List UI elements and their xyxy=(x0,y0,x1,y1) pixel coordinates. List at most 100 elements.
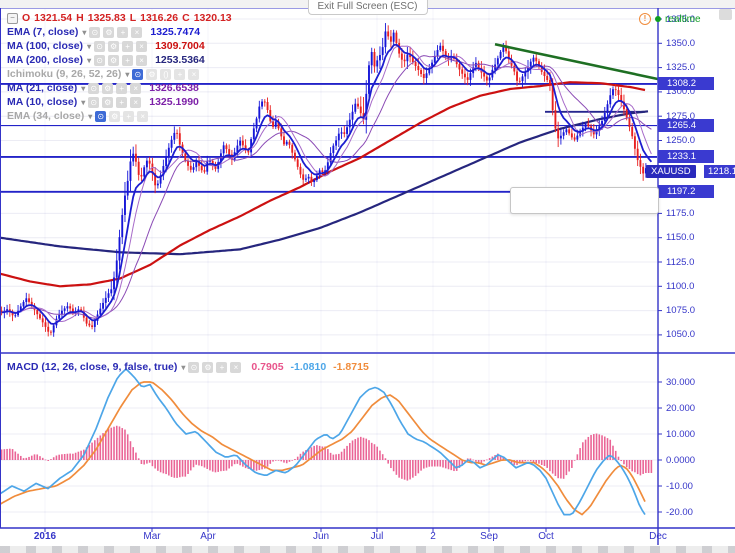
level-price-label: 1197.2 xyxy=(658,185,714,199)
macd-tick-label: 10.000 xyxy=(666,428,696,440)
eye-icon[interactable]: ⊙ xyxy=(132,68,144,80)
indicator-value: 1325.1990 xyxy=(149,96,199,108)
eye-icon[interactable]: ⊙ xyxy=(88,82,100,94)
chevron-down-icon[interactable]: ▾ xyxy=(81,97,86,107)
chevron-down-icon[interactable]: ▾ xyxy=(81,83,86,93)
ohlc-close-value: 1320.13 xyxy=(193,12,232,24)
price-tick-label: 1275.0 xyxy=(666,110,696,122)
close-icon[interactable]: × xyxy=(136,40,148,52)
source-code-icon[interactable]: () xyxy=(160,68,172,80)
exit-fullscreen-button[interactable]: Exit Full Screen (ESC) xyxy=(307,0,428,15)
indicator-label[interactable]: MA (100, close) xyxy=(7,40,84,52)
price-tick-label: 1150.0 xyxy=(666,232,695,244)
gear-icon[interactable]: ⚙ xyxy=(102,96,114,108)
indicator-row: Ichimoku (9, 26, 52, 26) ▾ ⊙ ⚙() + × xyxy=(7,68,200,80)
gear-icon[interactable]: ⚙ xyxy=(202,361,214,373)
price-tick-label: 1250.0 xyxy=(666,135,696,146)
eye-icon[interactable]: ⊙ xyxy=(89,26,101,38)
indicator-value: 1325.7474 xyxy=(150,26,201,38)
indicator-row: MA (100, close) ▾ ⊙ ⚙ + × 1309.7004 xyxy=(7,40,205,52)
add-icon[interactable]: + xyxy=(122,54,134,66)
eye-icon[interactable]: ⊙ xyxy=(95,110,107,122)
chevron-down-icon[interactable]: ▾ xyxy=(87,55,92,65)
close-icon[interactable]: × xyxy=(137,110,149,122)
close-icon[interactable]: × xyxy=(131,26,143,38)
macd-values: 0.7905 -1.0810 -1.8715 xyxy=(244,361,368,373)
bottom-cropped-strip xyxy=(0,546,735,553)
add-icon[interactable]: + xyxy=(174,68,186,80)
time-axis-label: Mar xyxy=(143,531,161,542)
chevron-down-icon[interactable]: ▾ xyxy=(181,362,186,372)
indicator-label[interactable]: MA (10, close) xyxy=(7,96,78,108)
time-axis-label: Oct xyxy=(538,531,554,542)
gear-icon[interactable]: ⚙ xyxy=(146,68,158,80)
ohlc-open-value: 1321.54 xyxy=(34,12,73,24)
indicator-label[interactable]: EMA (7, close) xyxy=(7,26,79,38)
macd-tick-label: 20.000 xyxy=(666,402,696,414)
price-tick-label: 1325.0 xyxy=(666,62,696,74)
macd-tick-label: 30.000 xyxy=(666,376,696,388)
chevron-down-icon[interactable]: ▾ xyxy=(87,41,92,51)
indicator-label[interactable]: MA (21, close) xyxy=(7,82,78,94)
collapse-legend-button[interactable]: − xyxy=(7,12,18,24)
eye-icon[interactable]: ⊙ xyxy=(188,361,200,373)
indicator-label[interactable]: MA (200, close) xyxy=(7,54,84,66)
ohlc-high-label: H xyxy=(76,12,84,24)
indicator-row: MA (21, close) ▾ ⊙ ⚙ + × 1326.6538 xyxy=(7,82,199,94)
macd-pane[interactable] xyxy=(0,353,658,528)
price-tick-label: 1375.0 xyxy=(666,13,696,25)
indicator-row: MA (200, close) ▾ ⊙ ⚙ + × 1253.5364 xyxy=(7,54,205,66)
close-icon[interactable]: × xyxy=(136,54,148,66)
add-icon[interactable]: + xyxy=(116,82,128,94)
empty-tooltip xyxy=(510,187,659,214)
price-pane[interactable] xyxy=(0,8,658,353)
add-icon[interactable]: + xyxy=(117,26,129,38)
gear-icon[interactable]: ⚙ xyxy=(109,110,121,122)
gear-icon[interactable]: ⚙ xyxy=(103,26,115,38)
indicator-row: MA (10, close) ▾ ⊙ ⚙ + × 1325.1990 xyxy=(7,96,199,108)
gear-icon[interactable]: ⚙ xyxy=(108,54,120,66)
macd-value: -1.8715 xyxy=(333,361,369,373)
ohlc-low-label: L xyxy=(129,12,137,24)
macd-tick-label: -20.00 xyxy=(666,506,693,518)
ohlc-close-label: C xyxy=(182,12,190,24)
chevron-down-icon[interactable]: ▾ xyxy=(82,27,87,37)
macd-value: -1.0810 xyxy=(290,361,327,373)
close-icon[interactable]: × xyxy=(130,82,142,94)
chevron-down-icon[interactable]: ▾ xyxy=(125,69,130,79)
eye-icon[interactable]: ⊙ xyxy=(94,40,106,52)
macd-tick-label: -10.00 xyxy=(666,480,693,492)
time-axis-label: Jun xyxy=(312,531,330,542)
add-icon[interactable]: + xyxy=(216,361,228,373)
add-icon[interactable]: + xyxy=(122,40,134,52)
indicator-value: 1309.7004 xyxy=(155,40,205,52)
time-axis-label: Dec xyxy=(649,531,667,542)
macd-value: 0.7905 xyxy=(251,361,284,373)
price-tick-label: 1050.0 xyxy=(666,329,696,341)
close-icon[interactable]: × xyxy=(188,68,200,80)
ohlc-open-label: O xyxy=(22,12,31,24)
current-price-label: 1218.1 xyxy=(704,165,735,178)
indicator-label[interactable]: Ichimoku (9, 26, 52, 26) xyxy=(7,68,122,80)
close-icon[interactable]: × xyxy=(130,96,142,108)
macd-indicator-label[interactable]: MACD (12, 26, close, 9, false, true) xyxy=(7,361,178,373)
close-icon[interactable]: × xyxy=(230,361,242,373)
eye-icon[interactable]: ⊙ xyxy=(94,54,106,66)
add-icon[interactable]: + xyxy=(123,110,135,122)
green-dot-icon xyxy=(655,16,661,22)
eye-icon[interactable]: ⊙ xyxy=(88,96,100,108)
alert-icon[interactable]: ! xyxy=(639,13,651,25)
time-axis-label: Jul xyxy=(370,531,384,542)
price-tick-label: 1125.0 xyxy=(666,256,695,268)
gear-icon[interactable]: ⚙ xyxy=(102,82,114,94)
indicator-label[interactable]: EMA (34, close) xyxy=(7,110,85,122)
corner-widget[interactable] xyxy=(719,9,732,20)
add-icon[interactable]: + xyxy=(116,96,128,108)
gear-icon[interactable]: ⚙ xyxy=(108,40,120,52)
time-axis-label: 2016 xyxy=(33,531,57,542)
chevron-down-icon[interactable]: ▾ xyxy=(88,111,93,121)
macd-legend-row: MACD (12, 26, close, 9, false, true) ▾ ⊙… xyxy=(7,361,369,373)
price-tick-label: 1300.0 xyxy=(666,86,696,98)
